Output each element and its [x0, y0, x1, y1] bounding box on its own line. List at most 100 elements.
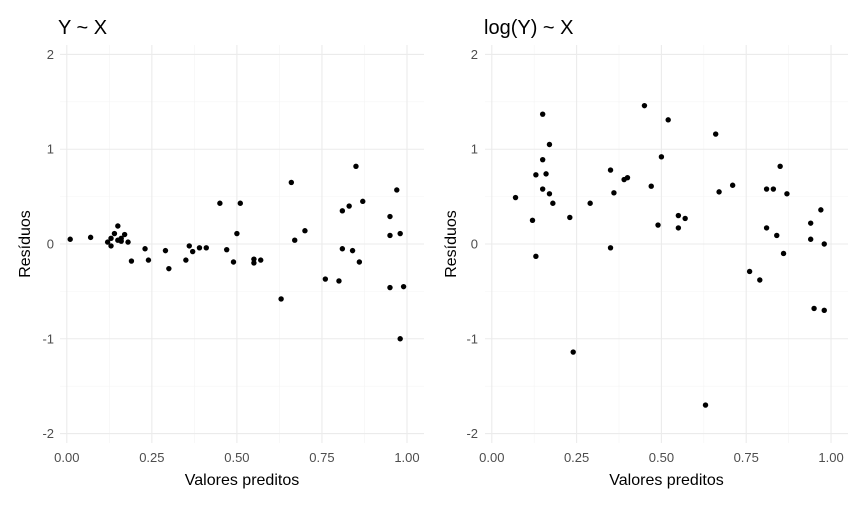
y-tick-label: -2: [42, 426, 54, 441]
y-tick-label: 0: [47, 237, 54, 252]
y-tick-label: 1: [47, 142, 54, 157]
data-point: [397, 230, 403, 237]
data-point: [258, 257, 264, 263]
data-point: [339, 246, 346, 252]
data-point: [807, 236, 814, 242]
x-tick-label: 0.50: [649, 450, 674, 465]
data-point: [223, 246, 230, 253]
data-point: [387, 213, 393, 220]
y-tick-label: -2: [466, 426, 478, 441]
data-point: [716, 189, 722, 195]
y-tick-label: 2: [471, 47, 478, 62]
panel-log-model: 0.00 0.25 0.50 0.75 1.00 -2 -1 0 1 2 log(Y) ~ X Val…: [443, 17, 848, 489]
panel-linear-model: 0.00 0.25 0.50 0.75 1.00 -2 -1 0 1 2 Y ~ X Valores …: [17, 17, 424, 489]
data-point: [288, 179, 295, 186]
data-point: [774, 232, 780, 239]
data-point: [821, 241, 827, 247]
x-tick-label: 0.25: [564, 450, 589, 465]
data-point: [780, 250, 787, 257]
data-point: [125, 239, 131, 245]
data-point: [665, 117, 671, 123]
x-tick-label: 0.75: [309, 450, 334, 465]
data-point: [302, 228, 308, 234]
y-tick-label: -1: [42, 331, 54, 346]
data-point: [811, 305, 817, 312]
data-point: [550, 200, 556, 206]
data-point: [624, 174, 631, 181]
data-point: [533, 172, 539, 178]
data-point: [189, 248, 196, 255]
data-point: [360, 198, 366, 205]
panel-title: log(Y) ~ X: [484, 17, 573, 39]
data-point: [763, 186, 770, 192]
data-point: [729, 182, 736, 188]
data-point: [251, 260, 257, 266]
y-tick-label: 1: [471, 142, 478, 157]
data-point: [196, 245, 203, 251]
x-tick-label: 0.50: [224, 450, 249, 465]
data-point: [183, 257, 189, 263]
data-point: [237, 200, 243, 206]
data-point: [104, 239, 111, 245]
data-point: [118, 238, 124, 244]
x-axis-title: Valores preditos: [609, 472, 723, 489]
data-point: [611, 190, 617, 196]
data-point: [115, 223, 121, 229]
x-tick-label: 1.00: [394, 450, 419, 465]
data-point: [770, 186, 777, 192]
data-point: [356, 259, 363, 265]
data-point: [818, 207, 824, 213]
data-point: [217, 200, 223, 206]
data-point: [807, 220, 814, 226]
data-point: [292, 237, 298, 243]
data-point: [128, 258, 135, 264]
data-point: [121, 231, 128, 238]
y-tick-label: 0: [471, 237, 478, 252]
data-point: [251, 256, 257, 262]
data-point: [682, 215, 688, 222]
y-axis-title: Resíduos: [443, 210, 460, 278]
data-point: [400, 283, 407, 290]
data-point: [108, 235, 114, 242]
data-point: [821, 307, 827, 314]
data-point: [539, 111, 546, 117]
x-tick-label: 1.00: [818, 450, 843, 465]
data-point: [746, 268, 753, 275]
y-tick-label: 2: [47, 47, 54, 62]
data-point: [607, 245, 614, 251]
data-point: [543, 171, 549, 177]
data-point: [529, 217, 536, 224]
data-point: [322, 276, 329, 282]
data-point: [387, 232, 393, 239]
data-point: [203, 245, 209, 251]
data-point: [230, 259, 237, 265]
data-point: [675, 225, 682, 231]
data-point: [108, 243, 114, 249]
data-point: [394, 187, 400, 193]
data-point: [346, 203, 352, 209]
y-tick-label: -1: [466, 331, 478, 346]
x-tick-label: 0.25: [139, 450, 164, 465]
data-point: [655, 222, 661, 228]
data-point: [567, 214, 573, 221]
data-point: [145, 257, 152, 263]
data-point: [587, 200, 593, 206]
data-point: [234, 230, 240, 237]
data-point: [757, 277, 763, 283]
data-point: [648, 183, 654, 189]
data-point: [111, 230, 118, 237]
data-point: [658, 154, 665, 160]
data-point: [336, 278, 342, 284]
x-tick-label: 0.00: [479, 450, 504, 465]
data-point: [142, 246, 148, 252]
data-point: [712, 131, 719, 137]
data-point: [702, 402, 709, 408]
data-point: [339, 208, 346, 214]
data-point: [763, 225, 770, 231]
data-point: [539, 186, 546, 192]
data-point: [512, 194, 519, 201]
x-axis-title: Valores preditos: [185, 472, 299, 489]
data-point: [278, 296, 284, 302]
data-point: [387, 284, 393, 291]
